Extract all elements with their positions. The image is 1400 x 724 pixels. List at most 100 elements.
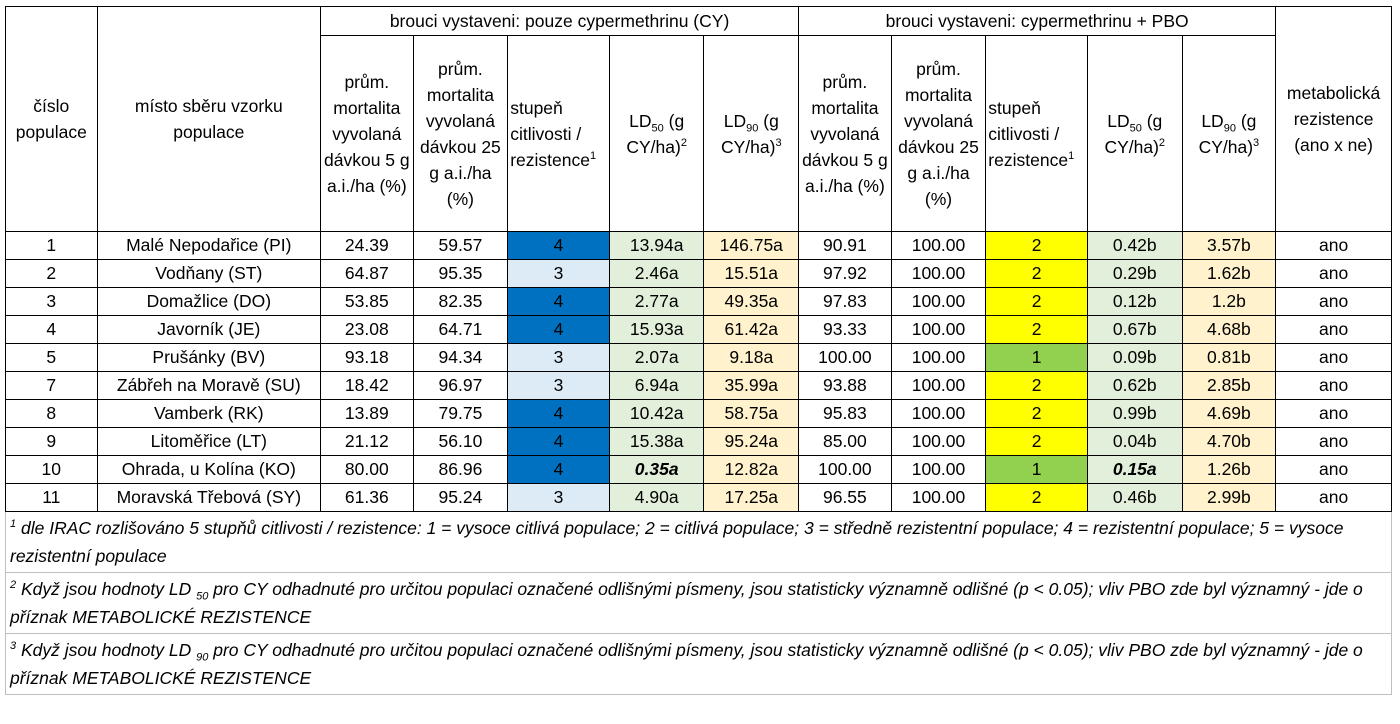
cell-mortality-25g: 94.34 [412, 343, 509, 372]
cell-population-number: 10 [5, 455, 98, 484]
cell-ld50: 10.42a [608, 399, 705, 428]
cell-ld50: 2.77a [608, 287, 705, 316]
table-row: 8 Vamberk (RK) 13.89 79.75 4 10.42a 58.75a 95.8… [5, 399, 1392, 428]
header-pbo-ld90: LD90 (g CY/ha)3 [1181, 35, 1277, 232]
cell-grade: 4 [507, 231, 610, 260]
cell-mortality-5g: 21.12 [320, 427, 414, 456]
header-population-number: číslo populace [5, 6, 98, 232]
cell-pbo-ld90: 2.85b [1181, 371, 1277, 400]
table-row: 1 Malé Nepodařice (PI) 24.39 59.57 4 13.94a 14… [5, 231, 1392, 260]
cell-mortality-25g: 64.71 [412, 315, 509, 344]
header-group-cy-pbo: brouci vystaveni: cypermethrinu + PBO [798, 6, 1277, 36]
cell-metabolic-resistance: ano [1275, 483, 1392, 512]
cell-grade: 4 [507, 287, 610, 316]
cell-pbo-mortality-25g: 100.00 [890, 315, 987, 344]
cell-ld90: 61.42a [703, 315, 800, 344]
cell-grade: 4 [507, 399, 610, 428]
header-mortality-5g: prům. mortalita vyvolaná dávkou 5 g a.i.… [320, 35, 414, 232]
cell-collection-site: Litoměřice (LT) [96, 427, 322, 456]
cell-pbo-mortality-5g: 96.55 [798, 483, 892, 512]
resistance-table: číslo populace místo sběru vzorku popula… [5, 6, 1392, 512]
cell-ld90: 58.75a [703, 399, 800, 428]
cell-mortality-25g: 59.57 [412, 231, 509, 260]
cell-collection-site: Domažlice (DO) [96, 287, 322, 316]
cell-pbo-ld90: 1.62b [1181, 259, 1277, 288]
cell-pbo-ld50: 0.67b [1086, 315, 1183, 344]
table-row: 7 Zábřeh na Moravě (SU) 18.42 96.97 3 6.94a 35… [5, 371, 1392, 400]
cell-population-number: 7 [5, 371, 98, 400]
cell-pbo-ld90: 2.99b [1181, 483, 1277, 512]
cell-pbo-grade: 2 [985, 231, 1088, 260]
cell-mortality-5g: 24.39 [320, 231, 414, 260]
cell-collection-site: Vodňany (ST) [96, 259, 322, 288]
cell-ld90: 95.24a [703, 427, 800, 456]
cell-grade: 3 [507, 483, 610, 512]
cell-ld50: 2.07a [608, 343, 705, 372]
cell-pbo-mortality-25g: 100.00 [890, 287, 987, 316]
cell-pbo-mortality-5g: 95.83 [798, 399, 892, 428]
cell-pbo-ld50: 0.62b [1086, 371, 1183, 400]
cell-pbo-grade: 2 [985, 315, 1088, 344]
cell-ld50: 2.46a [608, 259, 705, 288]
cell-collection-site: Malé Nepodařice (PI) [96, 231, 322, 260]
header-group-cy: brouci vystaveni: pouze cypermethrinu (C… [320, 6, 800, 36]
cell-pbo-ld50: 0.15a [1086, 455, 1183, 484]
cell-pbo-mortality-25g: 100.00 [890, 455, 987, 484]
cell-ld50: 15.93a [608, 315, 705, 344]
cell-ld50: 4.90a [608, 483, 705, 512]
cell-mortality-25g: 86.96 [412, 455, 509, 484]
resistance-table-container: číslo populace místo sběru vzorku popula… [5, 6, 1392, 695]
table-row: 11 Moravská Třebová (SY) 61.36 95.24 3 4.90a 1… [5, 483, 1392, 512]
cell-grade: 3 [507, 259, 610, 288]
cell-population-number: 3 [5, 287, 98, 316]
cell-metabolic-resistance: ano [1275, 371, 1392, 400]
header-mortality-25g: prům. mortalita vyvolaná dávkou 25 g a.i… [412, 35, 509, 232]
footnote-3: 3 Když jsou hodnoty LD 90 pro CY odhadnu… [5, 634, 1392, 695]
cell-mortality-5g: 61.36 [320, 483, 414, 512]
cell-pbo-mortality-25g: 100.00 [890, 427, 987, 456]
cell-pbo-ld90: 4.69b [1181, 399, 1277, 428]
cell-pbo-ld50: 0.12b [1086, 287, 1183, 316]
cell-ld90: 35.99a [703, 371, 800, 400]
cell-pbo-ld90: 1.26b [1181, 455, 1277, 484]
cell-mortality-5g: 64.87 [320, 259, 414, 288]
cell-collection-site: Vamberk (RK) [96, 399, 322, 428]
cell-pbo-ld90: 0.81b [1181, 343, 1277, 372]
cell-pbo-ld50: 0.29b [1086, 259, 1183, 288]
cell-pbo-grade: 2 [985, 483, 1088, 512]
cell-pbo-ld50: 0.09b [1086, 343, 1183, 372]
cell-pbo-grade: 2 [985, 371, 1088, 400]
cell-pbo-mortality-25g: 100.00 [890, 399, 987, 428]
cell-pbo-mortality-25g: 100.00 [890, 259, 987, 288]
cell-pbo-mortality-5g: 93.88 [798, 371, 892, 400]
cell-ld90: 146.75a [703, 231, 800, 260]
cell-population-number: 2 [5, 259, 98, 288]
cell-population-number: 8 [5, 399, 98, 428]
cell-pbo-ld50: 0.46b [1086, 483, 1183, 512]
cell-collection-site: Moravská Třebová (SY) [96, 483, 322, 512]
cell-grade: 3 [507, 371, 610, 400]
cell-mortality-25g: 95.35 [412, 259, 509, 288]
cell-mortality-5g: 13.89 [320, 399, 414, 428]
cell-collection-site: Ohrada, u Kolína (KO) [96, 455, 322, 484]
cell-pbo-mortality-5g: 90.91 [798, 231, 892, 260]
cell-pbo-ld90: 3.57b [1181, 231, 1277, 260]
cell-mortality-5g: 80.00 [320, 455, 414, 484]
cell-pbo-mortality-5g: 100.00 [798, 343, 892, 372]
header-ld90: LD90 (g CY/ha)3 [703, 35, 800, 232]
header-metabolic-resistance: metabolická rezistence (ano x ne) [1275, 6, 1392, 232]
cell-ld50: 15.38a [608, 427, 705, 456]
cell-pbo-mortality-5g: 85.00 [798, 427, 892, 456]
cell-collection-site: Javorník (JE) [96, 315, 322, 344]
footnote-2: 2 Když jsou hodnoty LD 50 pro CY odhadnu… [5, 573, 1392, 634]
cell-ld90: 9.18a [703, 343, 800, 372]
table-body: 1 Malé Nepodařice (PI) 24.39 59.57 4 13.94a 14… [5, 231, 1392, 512]
cell-mortality-5g: 18.42 [320, 371, 414, 400]
cell-mortality-25g: 95.24 [412, 483, 509, 512]
cell-metabolic-resistance: ano [1275, 455, 1392, 484]
cell-mortality-25g: 82.35 [412, 287, 509, 316]
cell-metabolic-resistance: ano [1275, 343, 1392, 372]
cell-population-number: 5 [5, 343, 98, 372]
cell-pbo-mortality-5g: 97.83 [798, 287, 892, 316]
table-row: 9 Litoměřice (LT) 21.12 56.10 4 15.38a 95.24a 8… [5, 427, 1392, 456]
